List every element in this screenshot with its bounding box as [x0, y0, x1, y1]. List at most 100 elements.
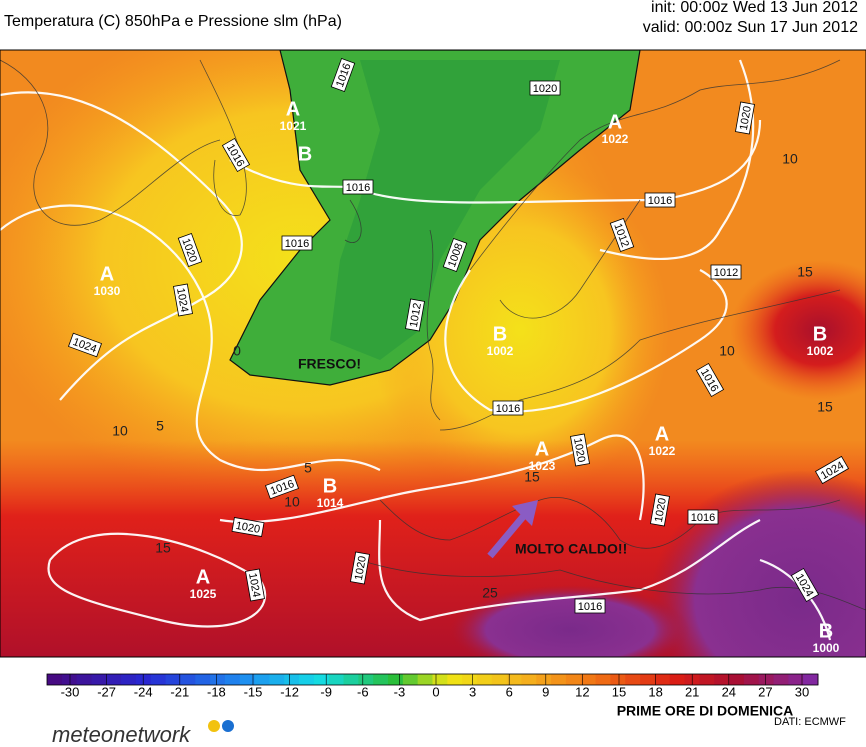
- isobar-label-box: [342, 179, 374, 195]
- colorbar-segment: [773, 674, 789, 685]
- colorbar-segment: [462, 674, 478, 685]
- colorbar-segment: [180, 674, 196, 685]
- logo-dot: [222, 720, 234, 732]
- colorbar-segment: [491, 674, 508, 685]
- isobar-label: 1020: [570, 433, 590, 467]
- isobar-label-box: [650, 493, 670, 527]
- colorbar-tick-label: 30: [795, 684, 809, 699]
- isobar-label: 1016: [342, 179, 374, 195]
- isobar-label-box: [245, 568, 265, 602]
- isobar-label-text: 1016: [285, 238, 309, 250]
- isobar-label-box: [644, 192, 676, 208]
- colorbar-segment: [239, 674, 256, 685]
- colorbar-tick-label: -12: [280, 684, 299, 699]
- colorbar-tick-label: -24: [134, 684, 153, 699]
- pressure-symbol: B: [493, 323, 507, 345]
- isobar-label-box: [330, 57, 356, 93]
- isobar-label-box: [814, 455, 850, 485]
- pressure-symbol: A: [286, 98, 300, 120]
- colorbar-segment: [299, 674, 315, 685]
- colorbar-segment: [625, 674, 641, 685]
- isobar-label-text: 1016: [346, 182, 370, 194]
- pressure-symbol: A: [100, 263, 114, 285]
- colorbar-tick-label: -21: [170, 684, 189, 699]
- colorbar-segment: [210, 674, 226, 685]
- colorbar-tick-label: 3: [469, 684, 476, 699]
- arrow: [487, 509, 530, 559]
- isobar-label: 1016: [574, 598, 606, 614]
- isobar-label-box: [790, 567, 820, 603]
- colorbar-segment: [388, 674, 404, 685]
- colorbar-segment: [758, 674, 775, 685]
- isobar-label: 1012: [405, 298, 425, 332]
- pressure-value: 1014: [317, 496, 344, 510]
- temperature-label: 10: [782, 151, 798, 167]
- isobar-label: 1024: [245, 568, 265, 602]
- isobar-label: 1016: [492, 400, 524, 416]
- colorbar-tick-label: 0: [432, 684, 439, 699]
- temperature-label: 15: [817, 399, 833, 415]
- colorbar-segment: [565, 674, 582, 685]
- colorbar-tick-label: 21: [685, 684, 699, 699]
- colorbar-segment: [402, 674, 419, 685]
- colorbar-segment: [551, 674, 567, 685]
- isobar-label-box: [281, 235, 313, 251]
- colorbar-segment: [76, 674, 92, 685]
- isobar-label: 1016: [264, 474, 300, 500]
- valid-time: valid: 00:00z Sun 17 Jun 2012: [643, 19, 858, 36]
- pressure-symbol: B: [813, 323, 827, 345]
- isobar-label-text: 1012: [408, 302, 424, 328]
- colorbar-segment: [669, 674, 686, 685]
- source: DATI: ECMWF: [774, 716, 846, 728]
- temperature-label: 15: [524, 469, 540, 485]
- pressure-symbol: B: [819, 620, 833, 642]
- colorbar-segment: [106, 674, 122, 685]
- logo-dot: [208, 720, 220, 732]
- pressure-value: 1021: [280, 119, 307, 133]
- colorbar-tick-label: -18: [207, 684, 226, 699]
- pressure-value: 1023: [529, 459, 556, 473]
- colorbar-tick-label: -30: [61, 684, 80, 699]
- colorbar-segment: [476, 674, 493, 685]
- colorbar-tick-label: 12: [575, 684, 589, 699]
- colorbar-segment: [417, 674, 433, 685]
- isobar-label-box: [609, 217, 635, 253]
- colorbar-segment: [714, 674, 730, 685]
- isobar-label-text: 1024: [174, 287, 190, 313]
- colorbar-segment: [373, 674, 389, 685]
- pressure-value: 1022: [602, 132, 629, 146]
- isobar-label: 1012: [710, 264, 742, 280]
- isobar-label-text: 1012: [714, 267, 738, 279]
- isobar-label-text: 1016: [691, 512, 715, 524]
- isobar-label: 1020: [231, 517, 265, 537]
- colorbar-segment: [788, 674, 804, 685]
- colorbar-frame: [46, 673, 819, 686]
- colorbar-segment: [654, 674, 671, 685]
- isobar-label-text: 1020: [738, 105, 754, 131]
- caption: PRIME ORE DI DOMENICA: [617, 703, 794, 719]
- map: [0, 50, 866, 657]
- pressure-value: 1025: [190, 587, 217, 601]
- isobar-label-box: [492, 400, 524, 416]
- pressure-symbol: B: [323, 475, 337, 497]
- temperature-label: 5: [304, 460, 312, 476]
- colorbar-segment: [610, 674, 626, 685]
- colorbar-segment: [343, 674, 359, 685]
- colorbar-tick-label: -15: [244, 684, 263, 699]
- colorbar-tick-label: 27: [758, 684, 772, 699]
- colorbar-tick-label: 18: [648, 684, 662, 699]
- colorbar-segment: [91, 674, 107, 685]
- pressure-symbol: A: [196, 566, 210, 588]
- isobar-label-box: [350, 551, 370, 585]
- isobar-label: 1020: [529, 80, 561, 96]
- pressure-value: 1000: [813, 641, 840, 655]
- colorbar-segment: [432, 674, 448, 685]
- isobar-label-text: 1020: [653, 497, 669, 523]
- temperature-label: 5: [156, 418, 164, 434]
- isobar-label-box: [735, 101, 755, 135]
- init-time: init: 00:00z Wed 13 Jun 2012: [651, 0, 858, 16]
- isobar-label: 1016: [687, 509, 719, 525]
- isobar-label-box: [405, 298, 425, 332]
- isobar-label-text: 1020: [235, 520, 261, 536]
- colorbar-segment: [254, 674, 270, 685]
